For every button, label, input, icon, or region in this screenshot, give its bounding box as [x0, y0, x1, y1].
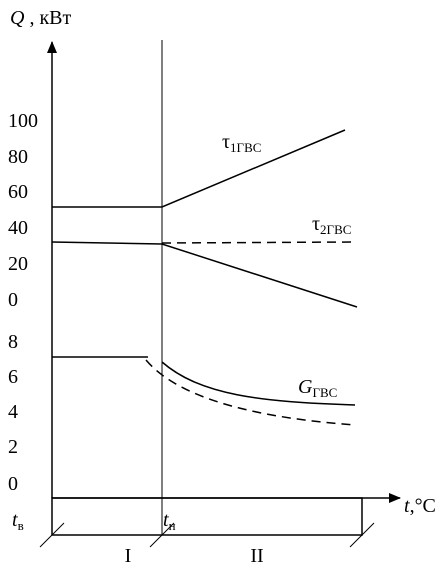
y-axis-label: Q , кВт	[10, 7, 72, 29]
y-scale-label: 80	[8, 146, 28, 168]
y-unit: , кВт	[24, 7, 71, 29]
zone-label: II	[250, 545, 263, 565]
subscript: н	[169, 518, 176, 533]
subscript: ГВС	[312, 385, 337, 400]
y-scale-label: 0	[8, 473, 18, 495]
slash	[149, 522, 175, 548]
symbol: t	[163, 509, 169, 531]
slash	[39, 522, 65, 548]
y-scale-label: 6	[8, 366, 18, 388]
x-symbol: t	[404, 495, 410, 517]
y-scale-label: 0	[8, 289, 18, 311]
symbol: t	[12, 509, 18, 531]
y-scale-label: 20	[8, 253, 28, 275]
tau1-curve	[52, 129, 346, 208]
curve-label: GГВС	[298, 376, 337, 400]
y-scale-label: 2	[8, 436, 18, 458]
curve-label: τ2ГВС	[312, 213, 351, 237]
curve-label: τ1ГВС	[222, 131, 261, 155]
subscript: 1ГВС	[230, 140, 261, 155]
y-scale-label: 60	[8, 181, 28, 203]
y-symbol: Q	[10, 7, 25, 29]
subscript: в	[18, 518, 24, 533]
y-scale-label: 100	[8, 110, 38, 132]
x-unit: ,°C	[410, 495, 436, 517]
g-dashed	[145, 359, 356, 426]
y-scale-label: 40	[8, 217, 28, 239]
y-scale-label: 8	[8, 331, 18, 353]
tau2-curve	[51, 241, 358, 308]
zone-label: I	[125, 545, 132, 565]
zone-box	[51, 497, 363, 536]
x-axis-label: t,°C	[404, 495, 436, 517]
slash	[349, 522, 375, 548]
subscript: 2ГВС	[320, 222, 351, 237]
point-label: tн	[163, 509, 176, 533]
point-label: tв	[12, 509, 24, 533]
symbol: G	[298, 376, 313, 398]
tau2-dashed	[161, 241, 358, 244]
y-scale-label: 4	[8, 401, 18, 423]
g-curve	[161, 361, 356, 406]
symbol: τ	[222, 131, 230, 153]
symbol: τ	[312, 213, 320, 235]
